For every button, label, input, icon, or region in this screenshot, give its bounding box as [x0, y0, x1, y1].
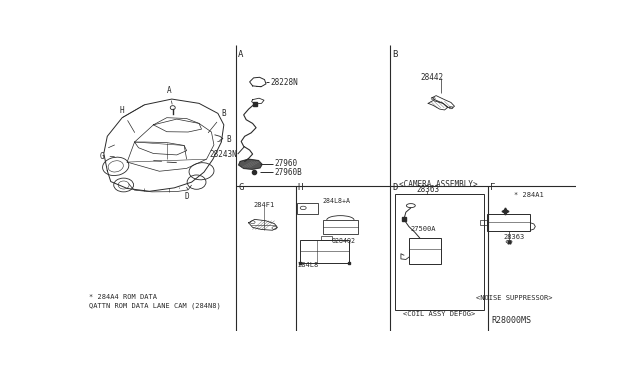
Text: 27960B: 27960B: [275, 168, 302, 177]
Text: B: B: [218, 135, 231, 144]
Bar: [486, 214, 531, 231]
Text: A: A: [238, 50, 244, 59]
Text: <COIL ASSY DEFOG>: <COIL ASSY DEFOG>: [403, 311, 476, 317]
Text: G: G: [238, 183, 244, 192]
Text: 0284Q2: 0284Q2: [332, 237, 356, 243]
Text: A: A: [167, 86, 172, 104]
Text: F: F: [490, 183, 495, 192]
Text: H: H: [298, 183, 303, 192]
Text: 28228N: 28228N: [271, 78, 298, 87]
Polygon shape: [239, 159, 262, 169]
Text: 28243N: 28243N: [209, 150, 237, 158]
Text: 284F1: 284F1: [254, 202, 275, 208]
Text: 27960: 27960: [275, 159, 298, 168]
Bar: [395, 193, 484, 311]
Text: B: B: [392, 50, 397, 59]
Text: 28442: 28442: [420, 73, 444, 82]
Text: G: G: [100, 152, 115, 161]
Bar: [321, 236, 332, 240]
Text: 28363: 28363: [416, 185, 440, 194]
Text: D: D: [392, 183, 397, 192]
Text: <NOISE SUPPRESSOR>: <NOISE SUPPRESSOR>: [476, 295, 552, 301]
Text: <CAMERA ASSEMBLY>: <CAMERA ASSEMBLY>: [399, 180, 477, 189]
Text: 284L8+A: 284L8+A: [322, 198, 350, 204]
Text: QATTN ROM DATA LANE CAM (284N8): QATTN ROM DATA LANE CAM (284N8): [89, 302, 221, 308]
Text: R28000MS: R28000MS: [492, 316, 531, 325]
Text: 28363: 28363: [504, 234, 525, 240]
Bar: [409, 238, 441, 264]
Bar: [480, 220, 486, 225]
Bar: [323, 220, 358, 234]
Text: * 284A4 ROM DATA: * 284A4 ROM DATA: [89, 294, 157, 300]
Bar: [300, 240, 349, 263]
Text: B: B: [208, 109, 226, 133]
Text: * 284A1: * 284A1: [514, 192, 544, 198]
Text: H: H: [120, 106, 134, 132]
Text: D: D: [179, 188, 189, 201]
Bar: [297, 203, 318, 214]
Text: 284L8: 284L8: [297, 262, 319, 268]
Text: 27500A: 27500A: [410, 227, 436, 232]
